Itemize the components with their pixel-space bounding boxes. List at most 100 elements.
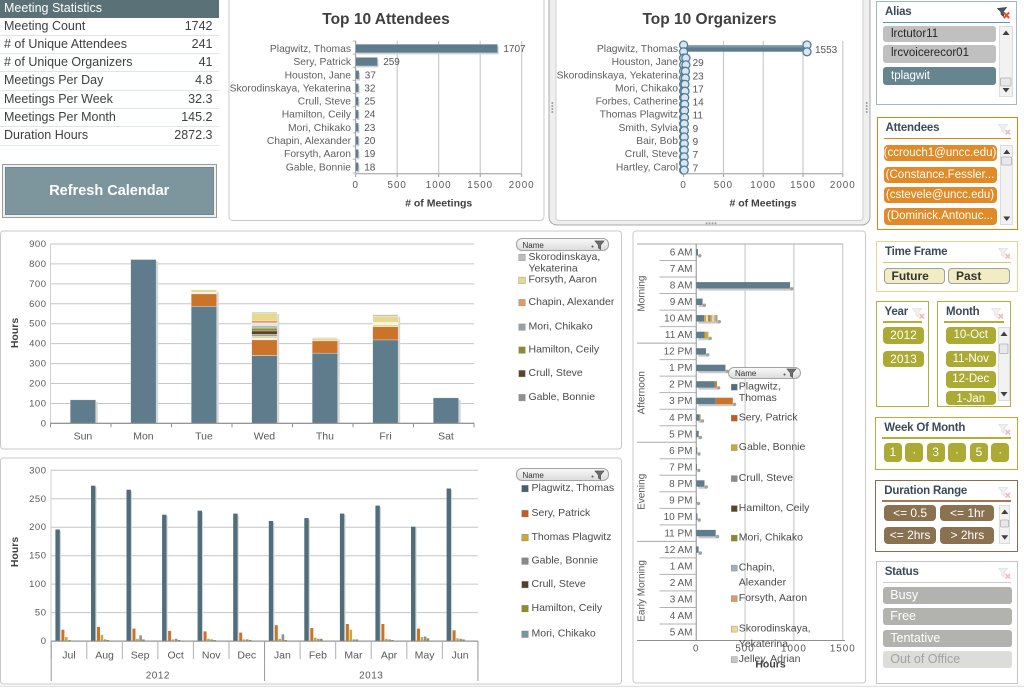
svg-text:25: 25: [364, 97, 376, 108]
svg-text:Thomas Plagwitz: Thomas Plagwitz: [600, 110, 678, 121]
svg-text:19: 19: [364, 149, 376, 160]
svg-text:Mori, Chikako: Mori, Chikako: [532, 628, 596, 640]
svg-text:11 AM: 11 AM: [665, 330, 693, 341]
svg-text:17: 17: [693, 84, 705, 95]
svg-text:4 AM: 4 AM: [670, 611, 693, 622]
svg-text:Gable, Bonnie: Gable, Bonnie: [286, 162, 352, 173]
svg-text:Oct: Oct: [167, 650, 183, 662]
svg-text:Forbes, Catherine: Forbes, Catherine: [596, 97, 679, 108]
svg-text:Houston, Jane: Houston, Jane: [285, 70, 352, 81]
svg-text:0: 0: [41, 418, 47, 429]
svg-text:Crull, Steve: Crull, Steve: [529, 367, 583, 379]
svg-text:Jan: Jan: [274, 650, 291, 662]
svg-text:7 AM: 7 AM: [670, 264, 693, 275]
svg-text:11 PM: 11 PM: [664, 528, 692, 539]
svg-text:Thomas Plagwitz: Thomas Plagwitz: [532, 531, 612, 543]
svg-text:Chapin,: Chapin,: [739, 562, 775, 574]
svg-text:Hours: Hours: [9, 318, 21, 348]
svg-text:Dec: Dec: [237, 650, 256, 662]
svg-text:Plagwitz,: Plagwitz,: [739, 381, 781, 393]
svg-text:Skorodinskaya, Yekaterina: Skorodinskaya, Yekaterina: [557, 70, 679, 81]
svg-text:Jul: Jul: [62, 650, 75, 662]
svg-text:# of Meetings: # of Meetings: [405, 198, 472, 210]
svg-text:400: 400: [29, 339, 46, 350]
svg-text:7 PM: 7 PM: [669, 462, 692, 473]
svg-text:100: 100: [29, 579, 46, 590]
svg-text:9: 9: [693, 137, 699, 148]
svg-text:Sat: Sat: [438, 431, 454, 443]
svg-text:2013: 2013: [359, 671, 383, 682]
svg-text:Top 10 Organizers: Top 10 Organizers: [642, 11, 776, 28]
svg-text:Crull, Steve: Crull, Steve: [298, 97, 351, 108]
svg-text:1000: 1000: [781, 644, 807, 655]
svg-text:Sery, Patrick: Sery, Patrick: [739, 412, 798, 424]
svg-text:Mori, Chikako: Mori, Chikako: [739, 532, 803, 544]
svg-text:Alexander: Alexander: [739, 577, 787, 589]
svg-text:Hours: Hours: [755, 659, 785, 671]
svg-text:10 PM: 10 PM: [664, 512, 693, 523]
svg-text:Crull, Steve: Crull, Steve: [739, 472, 793, 484]
svg-text:Fri: Fri: [379, 431, 391, 443]
svg-text:Hamilton, Ceily: Hamilton, Ceily: [532, 602, 603, 614]
svg-text:Mori, Chikako: Mori, Chikako: [288, 123, 351, 134]
svg-text:Forsyth, Aaron: Forsyth, Aaron: [284, 149, 351, 160]
svg-text:9 PM: 9 PM: [669, 495, 692, 506]
svg-text:5 AM: 5 AM: [670, 628, 693, 639]
svg-text:29: 29: [693, 58, 705, 69]
svg-text:Feb: Feb: [309, 650, 327, 662]
svg-text:Jun: Jun: [452, 650, 469, 662]
svg-text:Skorodinskaya,: Skorodinskaya,: [529, 251, 601, 263]
svg-text:Gable, Bonnie: Gable, Bonnie: [532, 555, 599, 567]
svg-text:200: 200: [29, 522, 46, 533]
svg-text:1500: 1500: [467, 180, 493, 191]
svg-text:Hamilton, Ceily: Hamilton, Ceily: [282, 110, 352, 121]
svg-text:2 PM: 2 PM: [669, 380, 692, 391]
svg-text:1553: 1553: [815, 45, 838, 56]
svg-text:0: 0: [41, 636, 47, 647]
svg-text:5 PM: 5 PM: [669, 429, 692, 440]
svg-text:200: 200: [29, 379, 46, 390]
svg-text:1 PM: 1 PM: [669, 363, 692, 374]
svg-text:3 AM: 3 AM: [670, 594, 693, 605]
svg-text:8 AM: 8 AM: [670, 281, 693, 292]
svg-text:8 PM: 8 PM: [669, 479, 692, 490]
svg-text:Hours: Hours: [9, 537, 21, 567]
svg-text:Wed: Wed: [254, 431, 276, 443]
svg-text:Skorodinskaya, Yekaterina: Skorodinskaya, Yekaterina: [230, 83, 352, 94]
svg-text:Afternoon: Afternoon: [637, 371, 648, 414]
svg-text:9 AM: 9 AM: [670, 297, 693, 308]
svg-text:800: 800: [29, 259, 46, 270]
svg-text:Sep: Sep: [131, 650, 150, 662]
svg-text:Thu: Thu: [316, 431, 334, 443]
svg-text:Hartley, Carol: Hartley, Carol: [616, 162, 678, 173]
svg-text:1 AM: 1 AM: [670, 561, 693, 572]
svg-text:Gable, Bonnie: Gable, Bonnie: [529, 391, 596, 403]
svg-text:Aug: Aug: [95, 650, 114, 662]
svg-text:1000: 1000: [426, 180, 452, 191]
svg-text:32: 32: [364, 83, 376, 94]
svg-text:Chapin, Alexander: Chapin, Alexander: [267, 136, 352, 147]
svg-text:May: May: [415, 650, 436, 662]
svg-text:18: 18: [364, 162, 376, 173]
svg-text:50: 50: [35, 608, 47, 619]
svg-text:300: 300: [29, 359, 46, 370]
svg-text:2012: 2012: [146, 671, 170, 682]
svg-text:0: 0: [352, 180, 358, 191]
svg-text:1500: 1500: [830, 644, 856, 655]
svg-text:100: 100: [29, 398, 46, 409]
svg-text:12 PM: 12 PM: [664, 347, 693, 358]
svg-text:24: 24: [364, 110, 376, 121]
svg-text:Yekaterina: Yekaterina: [529, 262, 578, 274]
svg-text:Skorodinskaya,: Skorodinskaya,: [739, 623, 811, 635]
svg-text:500: 500: [735, 644, 754, 655]
svg-text:Forsyth, Aaron: Forsyth, Aaron: [529, 274, 597, 286]
svg-text:500: 500: [388, 180, 407, 191]
svg-text:2 AM: 2 AM: [670, 578, 693, 589]
svg-text:250: 250: [29, 494, 46, 505]
svg-text:500: 500: [714, 180, 733, 191]
svg-text:0: 0: [693, 644, 699, 655]
svg-text:Morning: Morning: [637, 275, 648, 311]
svg-text:1000: 1000: [750, 180, 776, 191]
svg-text:Houston, Jane: Houston, Jane: [612, 57, 679, 68]
svg-text:Apr: Apr: [381, 650, 398, 662]
